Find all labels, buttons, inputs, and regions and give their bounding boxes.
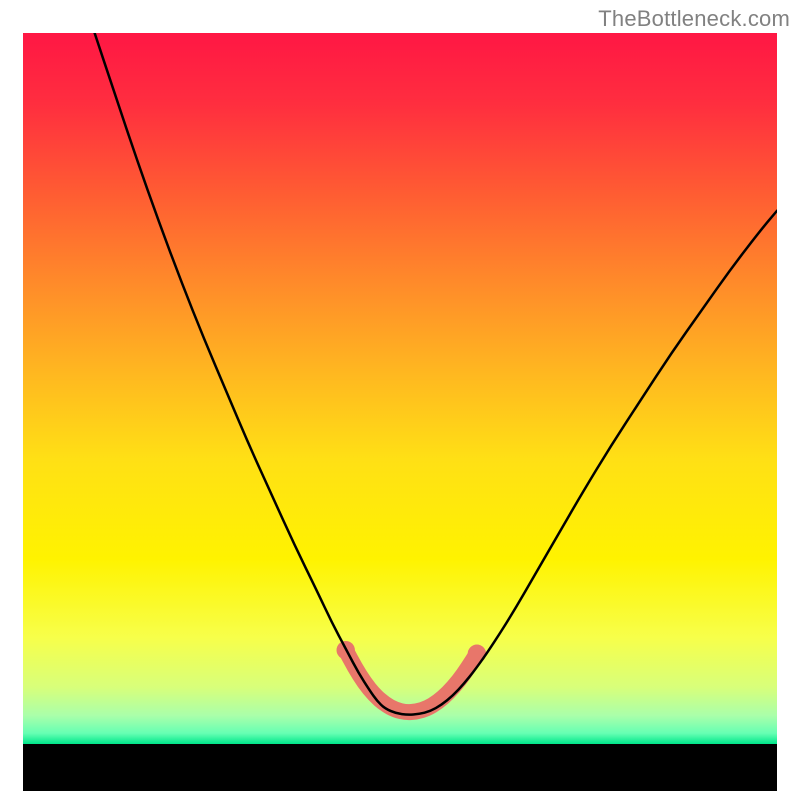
gradient-background [23,33,777,744]
watermark-text: TheBottleneck.com [598,6,790,32]
chart-svg [23,33,777,791]
bottom-strip [23,744,777,791]
bottleneck-chart [23,33,777,791]
